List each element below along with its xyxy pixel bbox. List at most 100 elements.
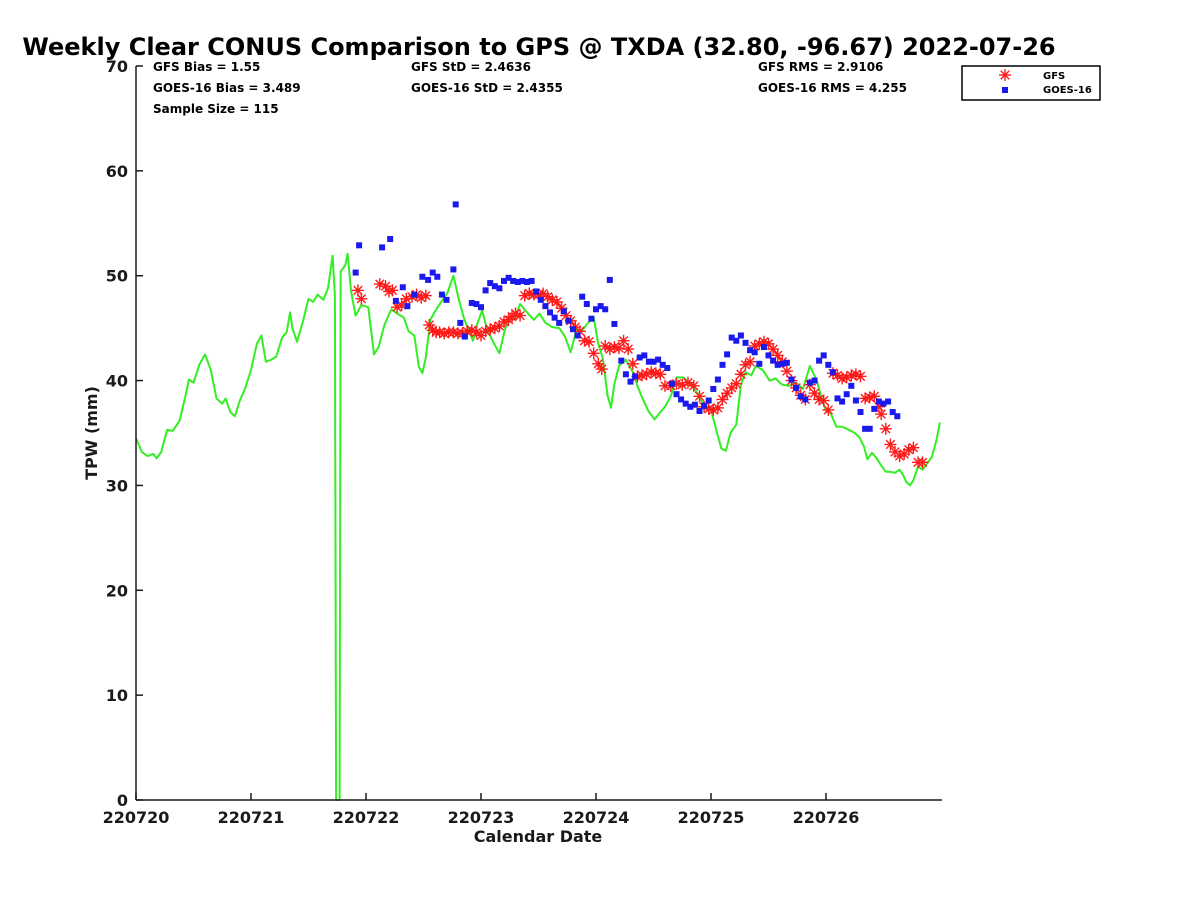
gfs-point — [748, 339, 761, 352]
gps-series-line — [135, 252, 941, 801]
goes-point — [885, 398, 892, 405]
goes-point — [556, 319, 563, 326]
x-tick-label: 220723 — [448, 808, 515, 827]
goes-point — [779, 360, 786, 367]
gfs-point — [854, 370, 867, 383]
y-tick-label: 50 — [106, 267, 128, 286]
y-axis-label: TPW (mm) — [82, 386, 101, 480]
goes-point — [668, 380, 675, 387]
goes-point — [871, 405, 878, 412]
goes-point — [611, 320, 618, 327]
goes-point — [597, 303, 604, 310]
x-tick-label: 220724 — [563, 808, 630, 827]
goes-point — [537, 296, 544, 303]
goes-point — [705, 397, 712, 404]
gfs-point — [595, 363, 608, 376]
goes-point — [820, 352, 827, 359]
goes-point — [461, 333, 468, 340]
goes-point — [714, 376, 721, 383]
gfs-point — [514, 309, 527, 322]
goes-point — [834, 395, 841, 402]
goes-point — [560, 308, 567, 315]
gfs-point — [716, 393, 729, 406]
goes-point — [829, 369, 836, 376]
goes-point — [701, 402, 708, 409]
gfs-point — [780, 365, 793, 378]
goes-point — [429, 269, 436, 276]
goes-point — [641, 352, 648, 359]
y-tick-label: 0 — [117, 791, 128, 810]
chart-title: Weekly Clear CONUS Comparison to GPS @ T… — [22, 33, 1055, 61]
goes-point — [528, 277, 535, 284]
gfs-point — [587, 347, 600, 360]
gfs-std-stat: GFS StD = 2.4636 — [411, 60, 531, 74]
goes-point — [606, 276, 613, 283]
goes-point — [802, 396, 809, 403]
gfs-point — [419, 289, 432, 302]
y-tick-label: 70 — [106, 57, 128, 76]
x-axis-label: Calendar Date — [474, 827, 603, 846]
goes-point — [450, 266, 457, 273]
gfs-point — [498, 315, 510, 328]
goes-point — [542, 303, 549, 310]
goes-point — [622, 371, 629, 378]
goes-point — [473, 301, 480, 308]
goes-point — [438, 291, 445, 298]
goes-point — [411, 291, 418, 298]
goes-point — [687, 403, 694, 410]
goes-point — [443, 296, 450, 303]
gfs-point — [822, 403, 835, 416]
gfs-point — [550, 295, 563, 308]
legend-goes-label: GOES-16 — [1043, 85, 1092, 96]
goes-point — [783, 359, 790, 366]
goes-point — [356, 242, 363, 249]
goes-point — [747, 347, 754, 354]
goes-point — [843, 391, 850, 398]
x-tick-label: 220722 — [333, 808, 400, 827]
sample-size-stat: Sample Size = 115 — [153, 102, 279, 116]
goes-point — [797, 393, 804, 400]
goes-point — [547, 309, 553, 316]
gfs-point — [884, 438, 897, 451]
goes-point — [533, 288, 540, 295]
goes-point — [733, 337, 740, 344]
goes-point — [724, 351, 731, 358]
goes-point — [468, 299, 475, 306]
goes-point — [866, 425, 873, 432]
x-tick-label: 220721 — [218, 808, 285, 827]
goes-point — [839, 398, 846, 405]
goes-point — [770, 357, 777, 364]
goes-point — [588, 315, 595, 322]
goes-point — [728, 334, 735, 341]
gfs-point — [583, 335, 596, 348]
goes-point — [434, 273, 441, 280]
goes-point — [505, 274, 512, 281]
goes-point — [811, 377, 818, 384]
goes-point — [765, 352, 772, 359]
y-tick-label: 60 — [106, 162, 128, 181]
goes-std-stat: GOES-16 StD = 2.4355 — [411, 81, 563, 95]
goes-point — [857, 409, 864, 416]
gfs-point — [386, 284, 399, 297]
goes-point — [682, 400, 689, 407]
goes-point — [510, 277, 517, 284]
goes-point — [825, 361, 832, 368]
goes-point — [501, 277, 507, 284]
x-tick-label: 220720 — [103, 808, 170, 827]
goes-point — [673, 391, 680, 398]
goes-point — [889, 409, 896, 416]
goes-point — [593, 306, 599, 313]
goes-point — [352, 269, 359, 276]
goes-point — [579, 293, 586, 300]
goes-point — [894, 413, 901, 420]
goes-point — [862, 425, 869, 432]
goes-point — [880, 400, 887, 407]
stats-block: GFS Bias = 1.55 GOES-16 Bias = 3.489 Sam… — [153, 60, 907, 116]
goes-point — [751, 349, 758, 356]
gfs-point — [617, 334, 630, 347]
goes-point — [816, 357, 823, 364]
gfs-bias-stat: GFS Bias = 1.55 — [153, 60, 260, 74]
axes: 0 10 20 30 40 50 60 70 220720 220721 220722 220723 2… — [103, 57, 942, 827]
gfs-point — [622, 343, 635, 356]
goes-point — [379, 244, 386, 251]
